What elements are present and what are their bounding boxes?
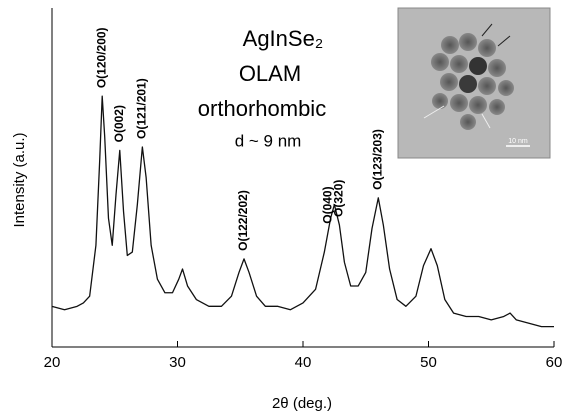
x-tick-label: 50	[420, 354, 437, 371]
peak-label: O(123/203)	[370, 129, 384, 190]
sample-text: OLAM	[239, 61, 301, 86]
inset-image: 10 nm	[398, 8, 550, 158]
peak-label: O(120/200)	[94, 27, 108, 88]
chart: 10 nm AgInSe₂ OLAM orthorhombic d ~ 9 nm…	[0, 0, 566, 418]
sample-text: AgInSe₂	[243, 26, 324, 51]
peak-label: O(320)	[332, 180, 346, 217]
x-axis-label: 2θ (deg.)	[272, 395, 332, 412]
sample-text: d ~ 9 nm	[235, 131, 302, 150]
peak-label: O(121/201)	[135, 78, 149, 139]
peak-label: O(122/202)	[236, 190, 250, 251]
x-tick-label: 60	[546, 354, 563, 371]
x-tick-label: 30	[169, 354, 186, 371]
x-tick-label: 40	[295, 354, 312, 371]
page: {"chart_data": {"type": "line", "xlabel"…	[0, 0, 566, 418]
y-axis-label: Intensity (a.u.)	[11, 132, 28, 227]
peak-label: O(002)	[112, 105, 126, 142]
sample-text: orthorhombic	[198, 96, 326, 121]
x-tick-label: 20	[44, 354, 61, 371]
inset-scale-label: 10 nm	[508, 138, 528, 145]
